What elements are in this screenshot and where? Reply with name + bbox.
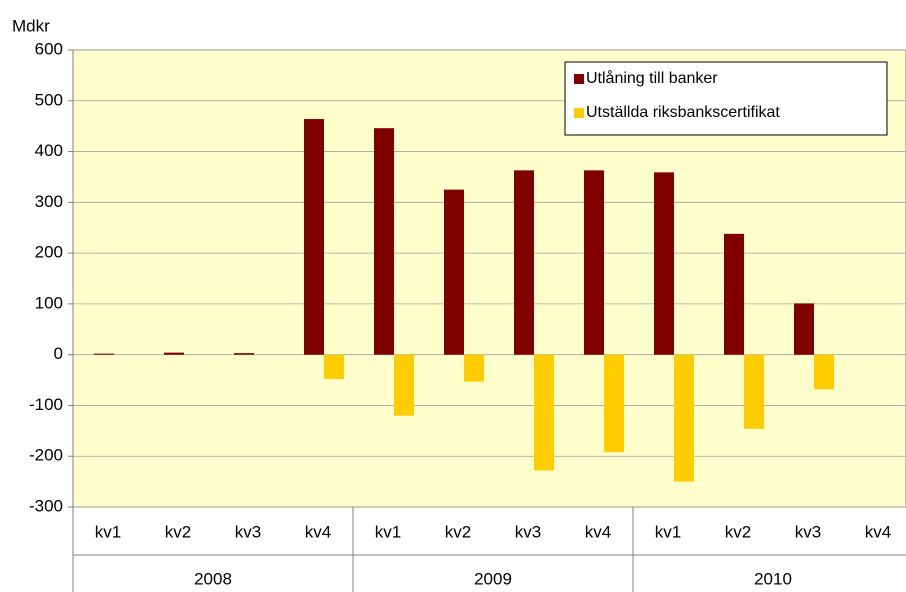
bar: [534, 354, 554, 471]
x-tick-label: kv4: [305, 522, 331, 541]
x-tick-label: kv3: [515, 522, 541, 541]
y-tick-label: -100: [29, 395, 63, 414]
bar: [94, 353, 114, 355]
x-tick-label: kv1: [375, 522, 401, 541]
legend-label: Utlåning till banker: [586, 69, 718, 87]
x-tick-label: kv1: [655, 522, 681, 541]
bar: [794, 303, 814, 355]
bar: [324, 354, 344, 380]
group-label: 2008: [194, 569, 232, 588]
bar: [444, 189, 464, 355]
bar: [604, 354, 624, 453]
bar: [674, 354, 694, 482]
bar: [234, 353, 254, 355]
group-label: 2009: [474, 569, 512, 588]
x-tick-label: kv4: [585, 522, 611, 541]
bar: [814, 354, 834, 390]
bar: [744, 354, 764, 429]
y-tick-label: 300: [35, 192, 63, 211]
y-tick-label: 500: [35, 90, 63, 109]
group-label: 2010: [754, 569, 792, 588]
x-tick-label: kv3: [795, 522, 821, 541]
y-tick-label: -300: [29, 496, 63, 515]
y-tick-label: -200: [29, 446, 63, 465]
bar: [514, 170, 534, 355]
bar: [584, 170, 604, 355]
legend-box: [564, 61, 888, 136]
y-tick-label: 200: [35, 243, 63, 262]
legend-swatch: [574, 74, 584, 84]
y-tick-label: 400: [35, 141, 63, 160]
legend-label: Utställda riksbankscertifikat: [586, 104, 780, 121]
bar: [164, 352, 184, 355]
y-axis-label: Mdkr: [12, 16, 50, 35]
x-tick-label: kv1: [95, 522, 121, 541]
bar: [464, 354, 484, 382]
bar: [724, 233, 744, 355]
bar: [654, 172, 674, 355]
bar: [394, 354, 414, 416]
x-tick-label: kv3: [235, 522, 261, 541]
bar: [374, 128, 394, 355]
x-tick-label: kv2: [165, 522, 191, 541]
y-tick-label: 100: [35, 293, 63, 312]
bar: [304, 119, 324, 355]
y-tick-label: 600: [35, 39, 63, 58]
x-tick-label: kv4: [865, 522, 891, 541]
legend-swatch: [574, 108, 584, 118]
x-tick-label: kv2: [445, 522, 471, 541]
y-tick-label: 0: [54, 344, 63, 363]
x-tick-label: kv2: [725, 522, 751, 541]
